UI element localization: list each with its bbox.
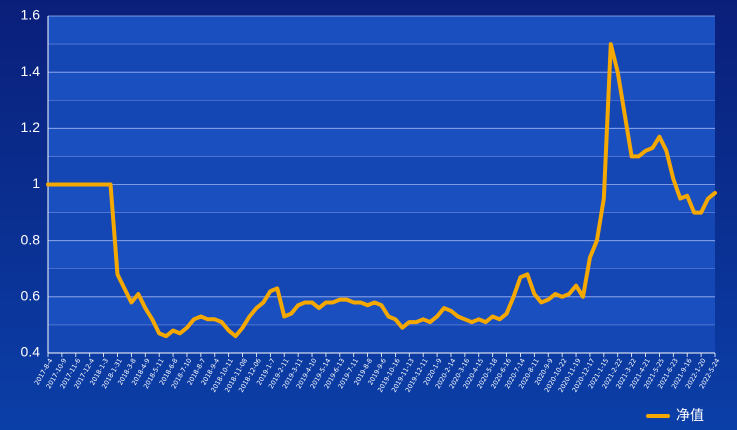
y-tick-label: 1.6 bbox=[21, 7, 41, 23]
band bbox=[48, 324, 715, 353]
band bbox=[48, 100, 715, 129]
band bbox=[48, 156, 715, 185]
y-tick-label: 0.8 bbox=[21, 231, 41, 247]
band bbox=[48, 240, 715, 269]
y-tick-label: 1 bbox=[32, 175, 40, 191]
series-line bbox=[46, 42, 717, 339]
band bbox=[48, 212, 715, 241]
band bbox=[48, 16, 715, 45]
band bbox=[48, 128, 715, 157]
band bbox=[48, 296, 715, 325]
band bbox=[48, 72, 715, 101]
y-tick-label: 0.4 bbox=[21, 344, 41, 360]
y-tick-label: 0.6 bbox=[21, 288, 41, 304]
y-tick-label: 1.4 bbox=[21, 63, 41, 79]
band bbox=[48, 268, 715, 297]
y-tick-label: 1.2 bbox=[21, 119, 41, 135]
legend-label: 净值 bbox=[676, 408, 704, 424]
band bbox=[48, 44, 715, 73]
band bbox=[48, 184, 715, 213]
